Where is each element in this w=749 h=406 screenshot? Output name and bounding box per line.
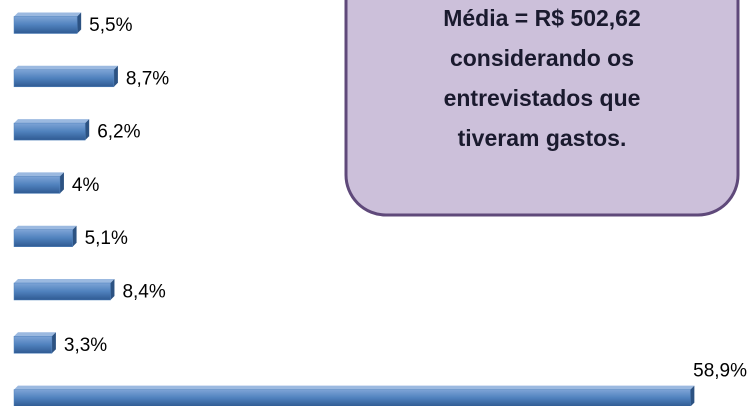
bar — [13, 176, 61, 194]
bar-top — [14, 225, 77, 230]
value-label: 8,4% — [122, 282, 165, 303]
bar — [13, 282, 111, 301]
value-label: 5,5% — [89, 15, 132, 36]
bar-side — [77, 12, 82, 34]
bar — [13, 122, 86, 141]
bar — [13, 16, 78, 34]
bar-top — [14, 279, 115, 283]
bar-side — [51, 332, 56, 354]
bar-side — [72, 225, 77, 247]
callout-text: Média = R$ 502,62 — [443, 5, 641, 31]
bar-top — [14, 172, 64, 177]
bar-side — [690, 385, 695, 406]
bar — [13, 69, 115, 88]
value-label: 3,3% — [64, 335, 107, 356]
value-label: 4% — [72, 175, 100, 196]
value-label: 5,1% — [85, 228, 128, 249]
bar-top — [14, 119, 90, 124]
bar-top — [14, 12, 82, 17]
callout-text: entrevistados que — [444, 85, 641, 111]
bar-side — [110, 279, 115, 300]
value-label: 8,7% — [126, 68, 169, 89]
bars: 5,5% 8,7% 6,2% 4% 5,1% 8,4% 3,3% 58,9% — [13, 12, 747, 406]
bar — [13, 336, 53, 354]
callout-text: considerando os — [450, 45, 634, 71]
bar-top — [14, 65, 118, 70]
bar-side — [85, 119, 90, 141]
bar — [13, 389, 691, 406]
bar-top — [14, 332, 56, 337]
bar — [13, 229, 73, 247]
callout-box — [344, 0, 740, 217]
bar-top — [14, 385, 695, 390]
callout: Média = R$ 502,62 considerando os entrevis… — [344, 0, 740, 217]
bar-side — [59, 172, 64, 194]
value-label: 58,9% — [693, 361, 747, 382]
callout-text: tiveram gastos. — [458, 125, 627, 151]
value-label: 6,2% — [97, 122, 140, 143]
bar-side — [113, 65, 118, 87]
